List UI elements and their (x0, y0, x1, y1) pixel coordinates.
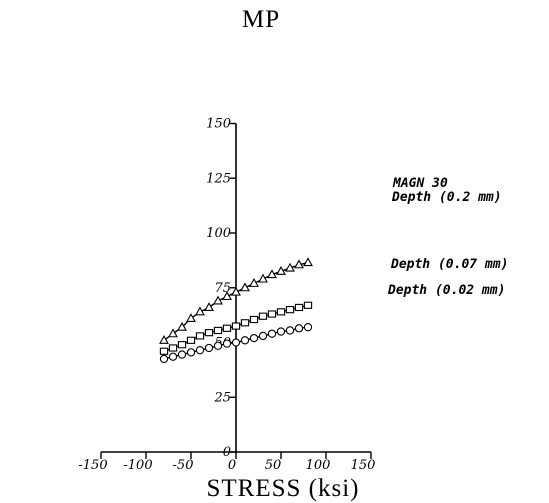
x-axis-title: STRESS (ksi) (206, 475, 359, 502)
x-tick-label: 0 (228, 458, 236, 473)
series (159, 301, 313, 355)
triangle-marker (294, 259, 304, 269)
series (159, 323, 313, 364)
x-tick-label: 50 (265, 458, 282, 473)
triangle-marker (258, 273, 268, 283)
series (159, 257, 313, 344)
triangle-marker (231, 286, 241, 296)
triangle-marker (303, 257, 313, 267)
x-tick-label: 100 (306, 458, 331, 473)
series-label: Depth (0.02 mm) (387, 283, 505, 298)
y-tick-label: 100 (206, 226, 231, 241)
x-tick-label: -100 (123, 458, 152, 473)
x-tick-label: 150 (351, 458, 376, 473)
circle-marker (303, 323, 313, 332)
circle-marker (294, 324, 304, 333)
triangle-marker (249, 278, 259, 287)
square-marker (267, 310, 277, 318)
square-marker (159, 347, 169, 355)
square-marker (222, 324, 232, 332)
triangle-marker (159, 334, 169, 344)
circle-marker (231, 338, 241, 347)
circle-marker (186, 348, 196, 357)
y-axis-title: MP (242, 6, 280, 33)
triangle-marker (186, 313, 196, 322)
triangle-marker (222, 291, 232, 301)
series-group (159, 257, 313, 364)
x-tick-label: -150 (78, 458, 107, 473)
circle-marker (177, 350, 187, 359)
triangle-marker (240, 282, 250, 292)
square-marker (204, 329, 214, 337)
triangle-marker (276, 265, 286, 275)
triangle-marker (195, 306, 205, 316)
y-tick-label: 0 (223, 445, 231, 460)
triangle-marker (168, 328, 178, 338)
axes: -150 -100 -50 0 50 100 1500255075100125150MPST… (78, 6, 375, 502)
circle-marker (258, 331, 268, 341)
square-marker (213, 326, 223, 335)
y-tick-label: 75 (214, 281, 231, 296)
circle-marker (222, 339, 232, 348)
square-marker (240, 319, 250, 327)
square-marker (168, 344, 178, 352)
triangle-marker (213, 295, 223, 305)
triangle-marker (177, 321, 187, 331)
square-marker (249, 315, 259, 324)
circle-marker (168, 352, 178, 361)
circle-marker (159, 354, 169, 364)
series-label: MAGN 30 (392, 176, 448, 191)
circle-marker (276, 327, 286, 336)
square-marker (186, 336, 196, 344)
square-marker (258, 312, 268, 320)
circle-marker (240, 336, 250, 345)
circle-marker (195, 346, 205, 355)
square-marker (294, 303, 304, 312)
x-tick-label: -50 (173, 458, 194, 473)
circle-marker (285, 326, 295, 335)
circle-marker (267, 329, 277, 338)
y-tick-label: 150 (206, 117, 231, 132)
square-marker (276, 308, 286, 316)
square-marker (303, 301, 313, 309)
series-label: Depth (0.2 mm) (391, 190, 502, 205)
circle-marker (249, 333, 259, 343)
circle-marker (204, 343, 214, 353)
square-marker (231, 322, 241, 330)
circle-marker (213, 341, 223, 350)
series-label: Depth (0.07 mm) (390, 257, 508, 272)
square-marker (285, 306, 295, 314)
y-tick-label: 125 (206, 171, 231, 186)
square-marker (195, 332, 205, 340)
y-tick-label: 25 (213, 390, 231, 405)
square-marker (177, 341, 187, 349)
triangle-marker (204, 302, 214, 312)
triangle-marker (267, 269, 277, 279)
triangle-marker (285, 262, 295, 272)
